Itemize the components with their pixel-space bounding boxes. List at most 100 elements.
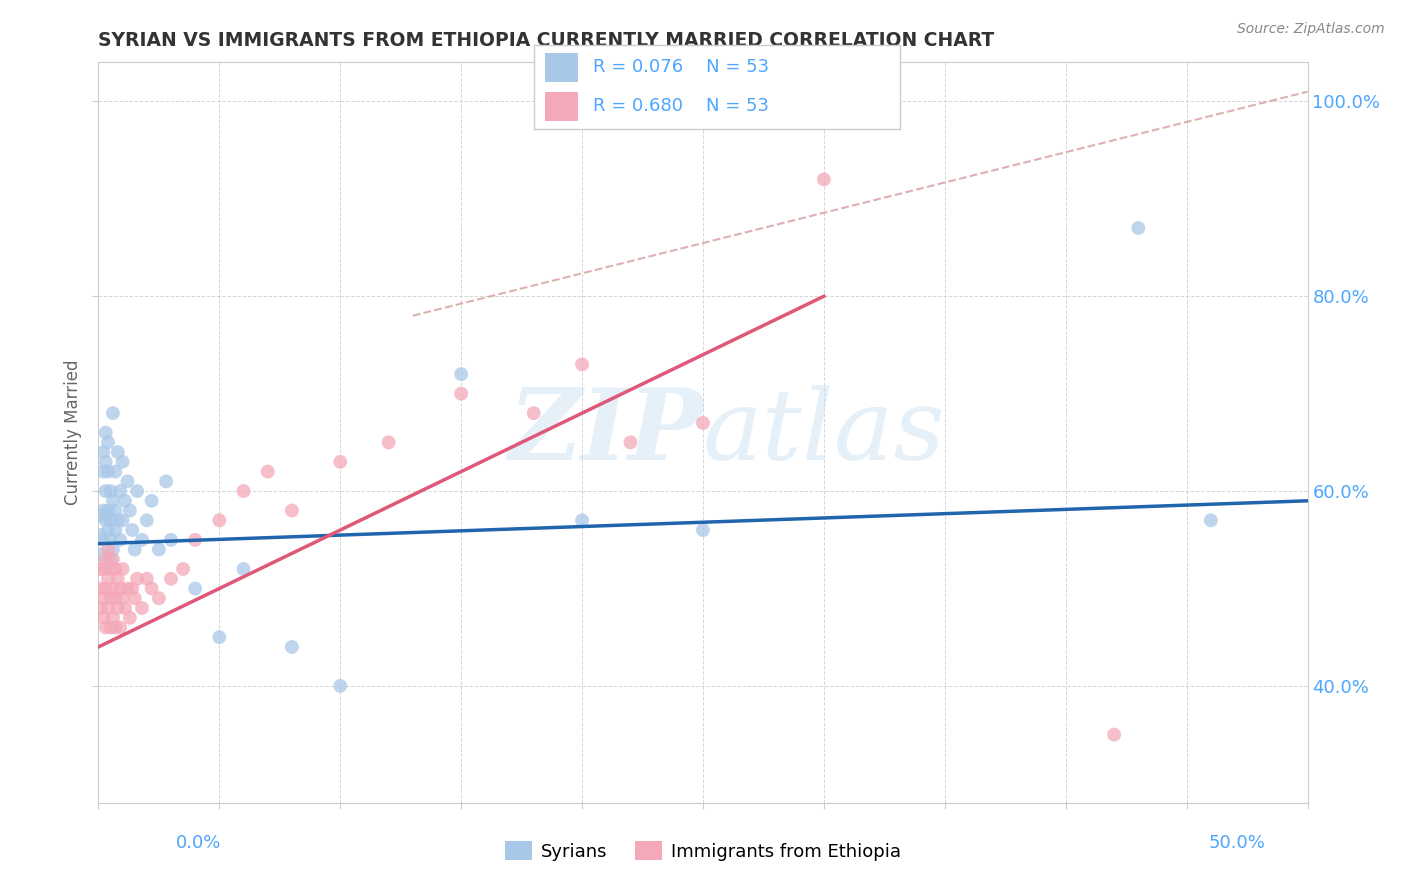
Point xyxy=(104,620,127,634)
Point xyxy=(104,465,127,479)
Point xyxy=(91,562,114,576)
Point xyxy=(97,465,120,479)
Point xyxy=(571,513,593,527)
Point xyxy=(108,620,131,634)
Point xyxy=(111,513,134,527)
Point xyxy=(91,533,114,547)
Point xyxy=(232,562,254,576)
Point xyxy=(256,465,278,479)
Point xyxy=(101,582,124,596)
Text: R = 0.680    N = 53: R = 0.680 N = 53 xyxy=(593,97,769,115)
Point xyxy=(1128,221,1150,235)
Point xyxy=(94,552,117,566)
Point xyxy=(118,503,141,517)
Point xyxy=(619,435,641,450)
Point xyxy=(281,503,304,517)
Point xyxy=(90,548,112,562)
Point xyxy=(135,572,157,586)
Point xyxy=(208,513,231,527)
Point xyxy=(114,601,136,615)
Text: 50.0%: 50.0% xyxy=(1209,834,1265,852)
Point xyxy=(329,455,352,469)
Point xyxy=(97,601,120,615)
Point xyxy=(100,484,122,499)
Point xyxy=(104,562,127,576)
Point xyxy=(94,425,117,440)
Point xyxy=(91,591,114,606)
Point xyxy=(94,484,117,499)
Point xyxy=(114,493,136,508)
Text: R = 0.076    N = 53: R = 0.076 N = 53 xyxy=(593,59,769,77)
Point xyxy=(208,630,231,644)
Point xyxy=(97,435,120,450)
Point xyxy=(155,475,177,489)
Point xyxy=(108,582,131,596)
Bar xyxy=(546,92,578,120)
Point xyxy=(107,601,129,615)
Point xyxy=(160,572,183,586)
Point xyxy=(101,406,124,420)
Point xyxy=(135,513,157,527)
Point xyxy=(124,591,146,606)
Point xyxy=(184,582,207,596)
Point xyxy=(104,591,127,606)
Point xyxy=(692,416,714,430)
Point xyxy=(148,591,170,606)
Point xyxy=(111,562,134,576)
Point xyxy=(172,562,194,576)
Point xyxy=(107,445,129,459)
Point xyxy=(124,542,146,557)
Point xyxy=(107,513,129,527)
Point xyxy=(91,503,114,517)
Point xyxy=(127,572,149,586)
Point xyxy=(108,484,131,499)
Point xyxy=(571,358,593,372)
Point xyxy=(91,445,114,459)
Point xyxy=(692,523,714,537)
Point xyxy=(523,406,546,420)
Point xyxy=(121,582,143,596)
Point xyxy=(117,475,139,489)
Point xyxy=(107,572,129,586)
Point xyxy=(97,572,120,586)
Point xyxy=(127,484,149,499)
Point xyxy=(450,367,472,381)
Point xyxy=(101,552,124,566)
Point xyxy=(108,533,131,547)
Legend: Syrians, Immigrants from Ethiopia: Syrians, Immigrants from Ethiopia xyxy=(498,834,908,868)
Point xyxy=(121,523,143,537)
Point xyxy=(100,513,122,527)
Point xyxy=(160,533,183,547)
Point xyxy=(141,493,163,508)
Text: SYRIAN VS IMMIGRANTS FROM ETHIOPIA CURRENTLY MARRIED CORRELATION CHART: SYRIAN VS IMMIGRANTS FROM ETHIOPIA CURRE… xyxy=(98,30,994,50)
Text: ZIP: ZIP xyxy=(508,384,703,481)
Point xyxy=(90,582,112,596)
Point xyxy=(232,484,254,499)
Point xyxy=(91,611,114,625)
Point xyxy=(100,533,122,547)
Point xyxy=(94,455,117,469)
Point xyxy=(813,172,835,186)
Point xyxy=(97,523,120,537)
Point xyxy=(329,679,352,693)
Point xyxy=(91,465,114,479)
Point xyxy=(281,640,304,654)
Point xyxy=(377,435,399,450)
Text: 0.0%: 0.0% xyxy=(176,834,221,852)
Point xyxy=(141,582,163,596)
Bar xyxy=(546,54,578,82)
Point xyxy=(111,591,134,606)
Point xyxy=(90,508,112,523)
Point xyxy=(101,493,124,508)
Point xyxy=(94,513,117,527)
Text: atlas: atlas xyxy=(703,385,946,480)
Point xyxy=(90,601,112,615)
Point xyxy=(104,503,127,517)
Point xyxy=(100,620,122,634)
Point xyxy=(90,528,112,542)
Y-axis label: Currently Married: Currently Married xyxy=(63,359,82,506)
Point xyxy=(101,611,124,625)
Point xyxy=(131,601,153,615)
Point xyxy=(1199,513,1222,527)
Point xyxy=(101,542,124,557)
